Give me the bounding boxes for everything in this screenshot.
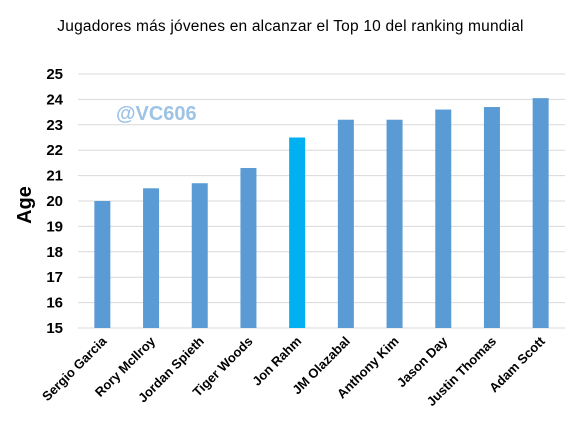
y-tick-label: 21 (46, 168, 63, 185)
bars (94, 98, 549, 329)
bar-rory-mcilroy (143, 188, 160, 328)
bar-sergio-garcia (94, 201, 111, 328)
bar-adam-scott (532, 98, 549, 328)
y-tick-label: 25 (46, 66, 63, 83)
y-axis-ticks: 15 16 17 18 19 20 21 22 23 24 25 (46, 66, 63, 337)
bar-jon-rahm (289, 137, 306, 328)
watermark-text: @VC606 (116, 103, 197, 125)
y-tick-label: 18 (46, 244, 63, 261)
y-tick-label: 20 (46, 193, 63, 210)
bar-jm-olazabal (337, 119, 354, 328)
y-tick-label: 16 (46, 295, 63, 312)
y-tick-label: 19 (46, 218, 63, 235)
y-tick-label: 24 (46, 91, 63, 108)
y-tick-label: 22 (46, 142, 63, 159)
gridlines (78, 73, 565, 329)
bar-jordan-spieth (191, 183, 208, 328)
y-tick-label: 15 (46, 320, 63, 337)
bar-justin-thomas (483, 107, 500, 329)
y-tick-label: 23 (46, 117, 63, 134)
bar-tiger-woods (240, 167, 257, 328)
y-tick-label: 17 (46, 269, 63, 286)
bar-anthony-kim (386, 119, 403, 328)
chart-title: Jugadores más jóvenes en alcanzar el Top… (57, 18, 524, 35)
bar-jason-day (435, 109, 452, 328)
y-axis-label: Age (14, 186, 36, 224)
